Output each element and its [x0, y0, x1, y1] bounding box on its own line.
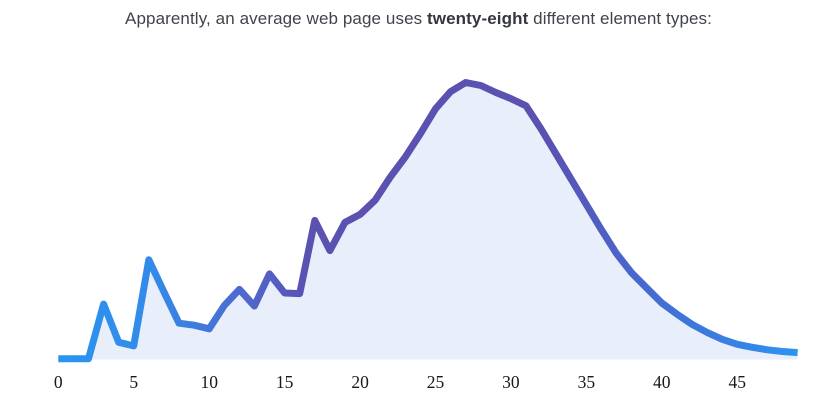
- x-tick-label-5: 5: [129, 372, 138, 392]
- x-tick-label-20: 20: [351, 372, 369, 392]
- title-text-prefix: Apparently, an average web page uses: [125, 9, 428, 28]
- x-tick-label-30: 30: [502, 372, 520, 392]
- chart-title: Apparently, an average web page uses twe…: [0, 8, 837, 31]
- x-tick-label-0: 0: [54, 372, 63, 392]
- x-tick-label-35: 35: [578, 372, 596, 392]
- x-tick-label-10: 10: [200, 372, 218, 392]
- x-tick-label-40: 40: [653, 372, 671, 392]
- x-tick-label-15: 15: [276, 372, 294, 392]
- x-axis-tick-labels: 0 5 10 15 20 25 30 35 40 45: [54, 372, 746, 392]
- x-tick-label-45: 45: [729, 372, 747, 392]
- title-text-suffix: different element types:: [528, 9, 712, 28]
- distribution-area-fill: [58, 82, 798, 360]
- x-tick-label-25: 25: [427, 372, 445, 392]
- title-emphasis: twenty-eight: [427, 9, 529, 28]
- distribution-line: [58, 79, 798, 363]
